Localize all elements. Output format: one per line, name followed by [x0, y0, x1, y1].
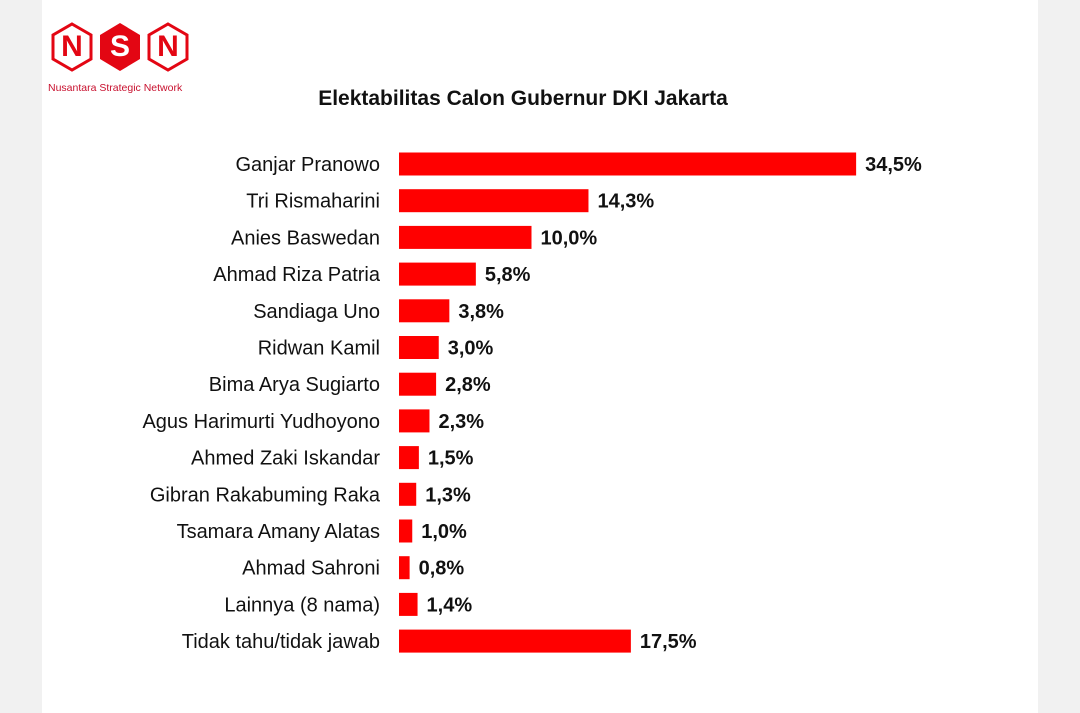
bar — [399, 262, 476, 286]
category-label: Agus Harimurti Yudhoyono — [142, 411, 380, 433]
data-label: 14,3% — [597, 191, 654, 213]
data-label: 2,8% — [445, 374, 491, 396]
data-label: 1,4% — [427, 594, 473, 616]
bar — [399, 482, 417, 506]
category-label: Lainnya (8 nama) — [224, 594, 380, 616]
category-label: Tri Rismaharini — [246, 191, 380, 213]
category-label: Gibran Rakabuming Raka — [150, 484, 381, 506]
logo-letter-1: N — [61, 30, 83, 63]
data-label: 2,3% — [438, 411, 484, 433]
category-label: Anies Baswedan — [231, 227, 380, 249]
logo-letters: N S N — [50, 22, 190, 84]
data-label: 1,5% — [428, 448, 474, 470]
category-label: Tidak tahu/tidak jawab — [182, 631, 380, 653]
logo-letter-2: S — [109, 30, 130, 63]
nsn-logo: N S N Nusantara Strategic Network — [48, 22, 200, 98]
category-label: Ganjar Pranowo — [235, 154, 380, 176]
category-label: Bima Arya Sugiarto — [209, 374, 380, 396]
data-label: 17,5% — [640, 631, 697, 653]
logo-tagline: Nusantara Strategic Network — [48, 82, 183, 94]
data-label: 34,5% — [865, 154, 922, 176]
category-label: Ahmed Zaki Iskandar — [191, 448, 380, 470]
bar — [399, 189, 589, 213]
category-label: Ridwan Kamil — [258, 338, 380, 360]
data-label: 3,8% — [458, 301, 504, 323]
bar — [399, 629, 631, 653]
bar — [399, 152, 857, 176]
category-label: Ahmad Sahroni — [242, 558, 380, 580]
category-label: Ahmad Riza Patria — [213, 264, 381, 286]
category-label: Sandiaga Uno — [253, 301, 380, 323]
data-label: 3,0% — [448, 338, 494, 360]
logo-letter-3: N — [157, 30, 179, 63]
data-label: 1,0% — [421, 521, 467, 543]
data-label: 1,3% — [425, 484, 471, 506]
bar — [399, 336, 439, 359]
logo-hex-n1: N — [50, 22, 94, 72]
bar — [399, 372, 437, 396]
category-label: Tsamara Amany Alatas — [177, 521, 380, 543]
bar — [399, 519, 413, 543]
chart-title: Elektabilitas Calon Gubernur DKI Jakarta — [318, 87, 728, 110]
bar — [399, 592, 418, 616]
data-label: 0,8% — [419, 558, 465, 580]
bar — [399, 409, 430, 433]
bar — [399, 299, 450, 323]
logo-hex-s: S — [98, 22, 142, 72]
page-background — [42, 0, 1038, 713]
logo-hex-n2: N — [146, 22, 190, 72]
bar — [399, 556, 410, 580]
data-label: 5,8% — [485, 264, 531, 286]
data-label: 10,0% — [541, 227, 598, 249]
bar — [399, 446, 419, 470]
bar — [399, 225, 532, 249]
